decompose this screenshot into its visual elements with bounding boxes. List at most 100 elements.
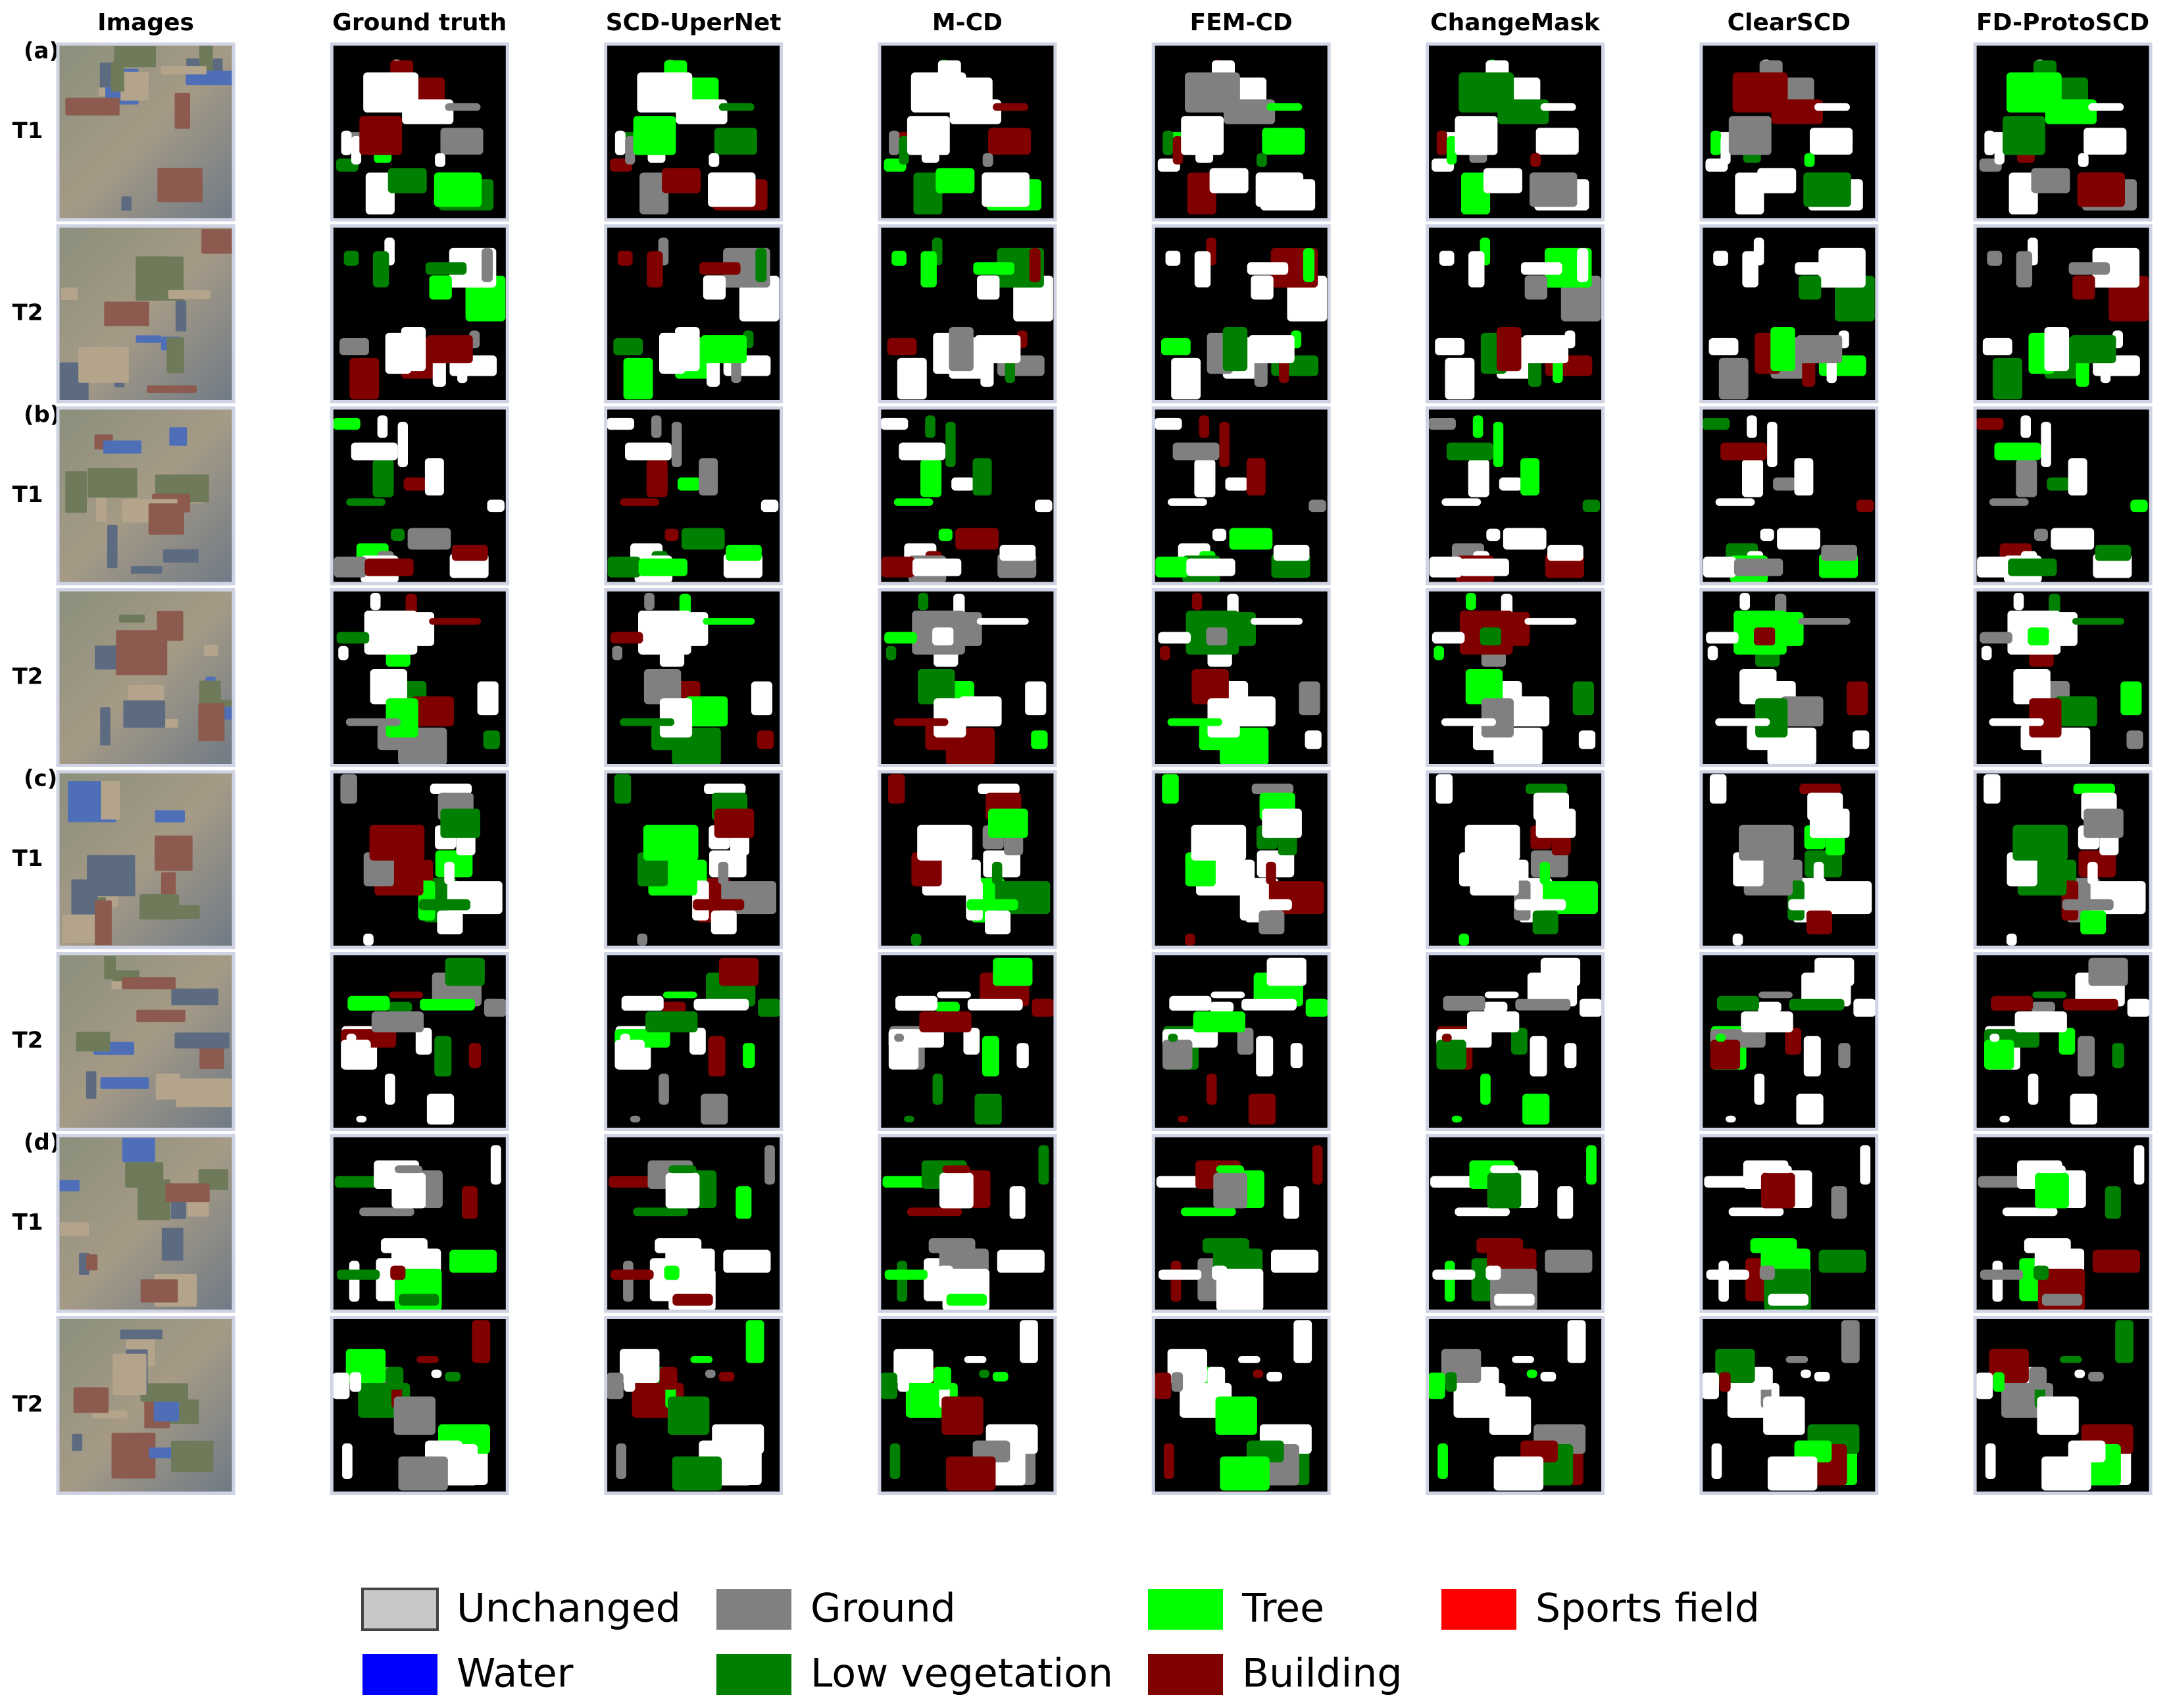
image-region: [140, 1383, 189, 1402]
mask-region: [401, 326, 426, 372]
mask-region: [363, 934, 374, 946]
mask-region: [1262, 128, 1305, 155]
mask-region: [735, 1186, 752, 1219]
mask-region: [1785, 1356, 1808, 1363]
mask-region: [2012, 824, 2068, 861]
image-border: [330, 42, 509, 222]
mask-region: [445, 957, 485, 986]
image-region: [148, 503, 184, 535]
mask-region: [434, 172, 482, 207]
mask-region: [343, 251, 359, 266]
mask-region: [918, 593, 929, 611]
mask-region: [1539, 861, 1551, 885]
mask-region: [2130, 499, 2148, 513]
mask-region: [1764, 1165, 1792, 1174]
mask-region: [430, 783, 472, 795]
legend-label: Sports field: [1535, 1586, 1760, 1632]
mask-region: [988, 809, 1028, 838]
column-header: Ground truth: [332, 9, 507, 36]
mask-region: [2070, 335, 2116, 364]
mask-region: [1466, 1011, 1520, 1033]
mask-region: [1524, 275, 1548, 300]
mask-region: [394, 1165, 423, 1174]
mask-region: [1716, 1034, 1726, 1042]
mask-region: [371, 1011, 424, 1033]
image-region: [176, 1078, 232, 1107]
image-region: [222, 707, 234, 720]
mask-region: [1557, 1186, 1574, 1219]
change-mask: [604, 1134, 784, 1313]
mask-region: [1977, 556, 2010, 578]
mask-region: [384, 1073, 395, 1105]
mask-region: [1212, 1265, 1228, 1280]
mask-region: [490, 1145, 501, 1185]
mask-region: [2088, 957, 2128, 986]
mask-region: [1283, 1186, 1299, 1219]
mask-region: [646, 459, 668, 497]
image-region: [62, 915, 102, 943]
change-mask: [1699, 406, 1879, 586]
mask-region: [1809, 128, 1853, 155]
mask-region: [1247, 262, 1289, 275]
image-border: [604, 224, 784, 403]
image-region: [101, 781, 120, 820]
mask-region: [2037, 1165, 2066, 1174]
mask-region: [1434, 645, 1444, 661]
mask-region: [623, 357, 653, 400]
image-region: [119, 615, 145, 623]
mask-region: [1547, 544, 1583, 561]
mask-region: [1718, 1261, 1729, 1302]
mask-region: [2077, 172, 2126, 207]
mask-region: [338, 645, 349, 661]
mask-region: [346, 1034, 357, 1042]
mask-region: [1259, 910, 1285, 935]
image-region: [87, 855, 136, 897]
row-label: T2: [12, 1392, 43, 1418]
mask-region: [351, 442, 398, 461]
mask-region: [1720, 136, 1731, 165]
mask-region: [976, 618, 1029, 625]
mask-region: [391, 1172, 426, 1209]
mask-region: [675, 326, 700, 372]
mask-region: [934, 1367, 951, 1390]
mask-region: [1237, 1356, 1260, 1363]
mask-region: [1029, 248, 1041, 282]
mask-region: [1162, 130, 1174, 155]
image-region: [103, 440, 141, 454]
mask-region: [1312, 1145, 1323, 1185]
mask-region: [1484, 992, 1519, 999]
image-region: [121, 196, 132, 211]
image-border: [330, 1316, 509, 1495]
mask-region: [1031, 730, 1048, 749]
change-mask: [1973, 952, 2153, 1131]
mask-region: [451, 544, 488, 561]
mask-region: [1163, 1443, 1174, 1480]
image-region: [107, 524, 118, 568]
image-border: [1426, 588, 1605, 767]
mask-region: [1586, 1145, 1597, 1185]
image-border: [1699, 406, 1879, 586]
mask-region: [1445, 1372, 1457, 1392]
mask-region: [418, 899, 471, 911]
mask-region: [1718, 357, 1749, 400]
image-region: [120, 72, 149, 101]
image-region: [147, 385, 197, 393]
mask-region: [639, 172, 669, 214]
mask-region: [1564, 1043, 1577, 1068]
image-border: [604, 588, 784, 767]
image-region: [86, 1071, 97, 1099]
mask-region: [2016, 459, 2037, 497]
mask-region: [1266, 957, 1307, 986]
change-mask: [604, 770, 784, 949]
mask-region: [1458, 72, 1514, 113]
mask-region: [705, 1369, 716, 1378]
image-region: [155, 1073, 180, 1100]
mask-region: [659, 698, 693, 738]
row-label: T1: [12, 118, 43, 144]
mask-region: [1209, 1001, 1234, 1013]
mask-region: [391, 528, 405, 541]
mask-region: [959, 696, 1002, 727]
mask-region: [427, 335, 473, 364]
mask-region: [1472, 415, 1483, 438]
row-label: T1: [12, 845, 43, 872]
